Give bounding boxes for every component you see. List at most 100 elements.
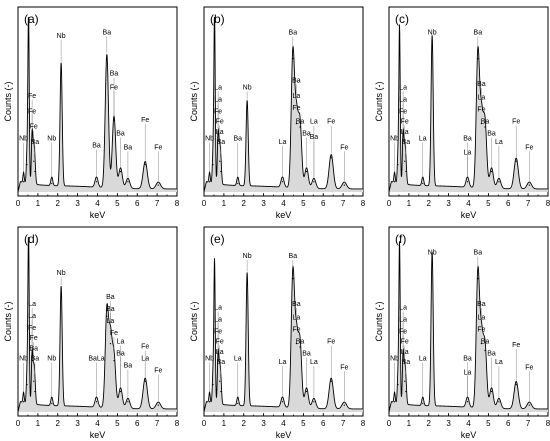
peak-label: La [401,129,409,136]
peak-label: La [28,301,36,308]
peak-point [292,278,294,280]
peak-point [237,402,239,405]
peak-point [477,278,479,280]
peak-point [422,182,424,185]
peak-point [95,181,98,183]
peak-label: Fe [401,339,409,346]
peak-point [237,182,239,185]
peak-label: Fe [30,335,38,342]
peak-point [113,119,115,121]
x-tick-label: 2 [242,199,247,208]
x-tick-label: 7 [155,419,160,428]
peak-point [480,343,483,345]
plot-frame [388,6,549,197]
peak-label: Ba [110,71,119,78]
peak-point [33,160,35,162]
peak-label: Fe [214,328,222,335]
peak-point [60,68,62,70]
peak-label: Fe [399,328,407,335]
peak-point [106,315,108,317]
peak-label: Fe [30,124,38,131]
x-tick-label: 4 [466,419,471,428]
spectrum-line [203,17,363,193]
peak-label: Fe [28,325,36,332]
peak-point [33,380,35,382]
peak-label: Fe [216,339,224,346]
peak-point [490,170,493,173]
peak-label: Fe [525,144,533,151]
peak-label: Ba [481,339,490,346]
spectrum-line [388,24,548,193]
x-tick-label: 2 [56,199,61,208]
peak-label: Ba [124,363,133,370]
peak-label: La [293,93,301,100]
peak-label: La [464,149,472,156]
x-tick-label: 3 [446,419,451,428]
peak-point [22,401,25,403]
peak-point [431,40,433,43]
peak-label: Ba [402,359,411,366]
peak-label: Ba [217,139,226,146]
peak-label: BaLa [88,356,104,363]
peak-point [405,170,407,173]
peak-label: Fe [110,84,118,91]
peak-label: Fe [512,119,520,126]
peak-label: La [495,359,503,366]
x-tick-label: 7 [526,199,531,208]
peak-point [295,123,298,125]
x-tick-label: 5 [115,199,120,208]
peak-label: Ba [106,306,115,313]
peak-label: Ba [116,351,125,358]
peak-label: Nb [390,356,399,363]
peak-point [31,140,33,142]
peak-label: La [419,136,427,143]
peak-label: Ba [31,139,40,146]
peak-label: Nb [47,136,56,143]
spectrum-line [203,258,363,413]
peak-label: Ba [402,139,411,146]
peak-label: Fe [327,339,335,346]
peak-point [51,182,53,185]
peak-label: La [399,84,407,91]
peak-label: Fe [477,107,485,114]
peak-point [26,164,28,166]
x-tick-label: 4 [95,419,100,428]
peak-label: La [310,359,318,366]
peak-label: Ba [477,301,486,308]
peak-label: Ba [289,30,298,37]
spectrum-line [17,17,177,193]
plot-frame [203,6,364,197]
x-tick-label: 4 [466,199,471,208]
x-tick-label: 1 [222,419,227,428]
x-tick-label: 0 [202,419,207,428]
peak-label: La [419,356,427,363]
peak-point [477,58,479,60]
peak-point [330,380,332,382]
peak-label: Fe [216,119,224,126]
peak-label: Fe [327,119,335,126]
plot-frame [17,6,178,197]
x-tick-label: 7 [526,419,531,428]
peak-label: Ba [474,30,483,37]
spectrum-area [204,258,363,412]
x-tick-label: 7 [341,199,346,208]
peak-point [27,240,30,242]
y-axis-label: Counts (-) [189,81,199,121]
peak-label: Ba [296,339,305,346]
plot-frame [203,226,364,417]
x-tick-label: 3 [75,419,80,428]
y-axis-label: Counts (-) [3,301,13,341]
peak-label: Ba [310,134,319,141]
x-axis-label: keV [90,210,106,220]
x-tick-label: 5 [486,199,491,208]
peak-label: Ba [92,143,101,150]
peak-point [208,181,211,183]
peak-label: Fe [512,342,520,349]
peak-point [127,401,129,403]
peak-label: La [464,369,472,376]
peak-label: Ba [289,253,298,260]
peak-label: Ba [481,119,490,126]
